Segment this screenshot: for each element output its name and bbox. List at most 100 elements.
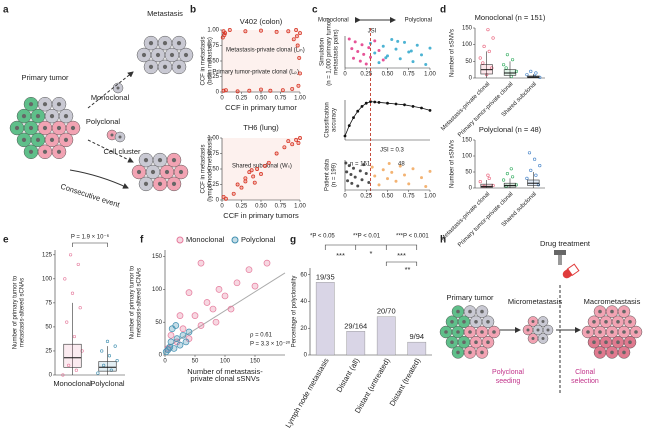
data-point: [386, 177, 389, 181]
chart-title: TH6 (lung): [243, 123, 279, 132]
data-point: [373, 174, 377, 178]
y-tick-label: 20: [300, 326, 307, 332]
decoration: [35, 114, 41, 119]
data-point: [505, 53, 510, 57]
annotation: P = 1.9 × 10⁻⁶: [71, 234, 110, 241]
data-point: [390, 38, 394, 42]
data-point: [167, 331, 175, 339]
data-point: [251, 174, 256, 179]
y-tick-label: 0: [49, 373, 53, 379]
y-axis-label: Number of primary tumor to: [13, 275, 19, 349]
decoration: [622, 350, 626, 355]
data-point: [428, 109, 432, 112]
data-point: [255, 167, 260, 171]
decoration: [628, 320, 632, 324]
data-point: [514, 69, 519, 73]
data-point: [377, 101, 381, 104]
significance-bracket: [385, 261, 418, 266]
y-tick-label: 0: [469, 186, 473, 192]
x-axis-label: private clonal sSNVs: [190, 374, 259, 383]
data-point: [96, 371, 100, 375]
data-point: [227, 28, 232, 32]
data-point: [286, 29, 291, 34]
data-point: [220, 35, 225, 40]
data-point: [356, 184, 360, 188]
data-point: [538, 164, 542, 168]
data-point: [407, 50, 411, 54]
value-label: 29/164: [344, 321, 367, 330]
x-tick-label: Lymph node metastasis: [283, 356, 330, 429]
data-point: [352, 116, 355, 119]
diagram-label: Metastasis: [147, 9, 183, 18]
data-point: [268, 88, 273, 93]
data-point: [364, 62, 368, 66]
decoration: [468, 350, 472, 355]
x-tick-label: 0.75: [403, 194, 415, 200]
data-point: [364, 101, 368, 105]
decoration: [49, 137, 55, 142]
decoration: [56, 149, 62, 154]
data-point: [221, 292, 229, 300]
data-point: [297, 55, 302, 60]
panel-label: g: [290, 235, 296, 246]
y-axis-label: Number of sSNVs: [450, 29, 456, 77]
x-tick-label: 0.25: [236, 204, 248, 210]
decoration: [526, 328, 530, 332]
data-point: [373, 100, 377, 104]
y-axis-label: Simulation: [320, 38, 326, 66]
data-point: [486, 28, 490, 32]
data-point: [403, 40, 406, 44]
data-point: [352, 166, 355, 170]
y-axis-label: Percentage of polyclonality: [292, 276, 298, 348]
x-tick-label: 0: [343, 194, 347, 200]
data-point: [209, 305, 217, 313]
y-tick-label: 50: [465, 170, 472, 176]
data-point: [501, 63, 506, 67]
significance-mark: **: [405, 265, 411, 274]
annotation: Polyclonal: [405, 18, 432, 24]
data-point: [353, 175, 357, 179]
y-axis-label: CCF in metastasis: [201, 36, 207, 85]
decoration: [148, 41, 154, 46]
data-point: [105, 339, 110, 343]
decoration: [598, 350, 602, 355]
decoration: [462, 340, 466, 345]
data-point: [185, 289, 193, 297]
decoration: [171, 158, 177, 163]
chart-title: Polyclonal (n = 48): [479, 125, 542, 134]
data-point: [381, 168, 385, 172]
data-point: [352, 56, 355, 60]
x-tick-label: Monoclonal: [53, 379, 92, 388]
data-point: [78, 306, 82, 310]
y-axis-label: (n = 199): [332, 163, 338, 187]
data-point: [65, 320, 69, 324]
data-point: [263, 259, 271, 267]
chart-title: Monoclonal (n = 151): [475, 13, 546, 22]
data-point: [534, 71, 538, 75]
x-tick-label: 0: [343, 72, 347, 78]
data-point: [282, 145, 287, 150]
data-point: [107, 354, 112, 358]
annotation: n = 151: [350, 162, 371, 168]
panel-label: f: [140, 235, 144, 246]
y-tick-label: 0: [159, 353, 163, 359]
decoration: [118, 135, 122, 139]
data-point: [349, 173, 353, 177]
data-point: [377, 48, 381, 52]
data-point: [179, 325, 187, 333]
legend-label: Polyclonal: [241, 235, 276, 244]
diagram-label: Primary tumor: [21, 73, 69, 82]
x-tick-label: 100: [220, 359, 231, 365]
y-tick-label: 1.00: [207, 28, 219, 34]
data-point: [233, 279, 241, 287]
data-point: [478, 180, 482, 184]
data-point: [362, 163, 366, 167]
data-point: [243, 179, 248, 184]
data-point: [344, 161, 348, 165]
decoration: [492, 330, 496, 334]
decoration: [164, 169, 170, 175]
data-point: [231, 191, 236, 196]
y-tick-label: 150: [462, 138, 473, 144]
y-axis-label: (lymph node metastasis): [208, 136, 214, 201]
data-point: [525, 176, 529, 180]
